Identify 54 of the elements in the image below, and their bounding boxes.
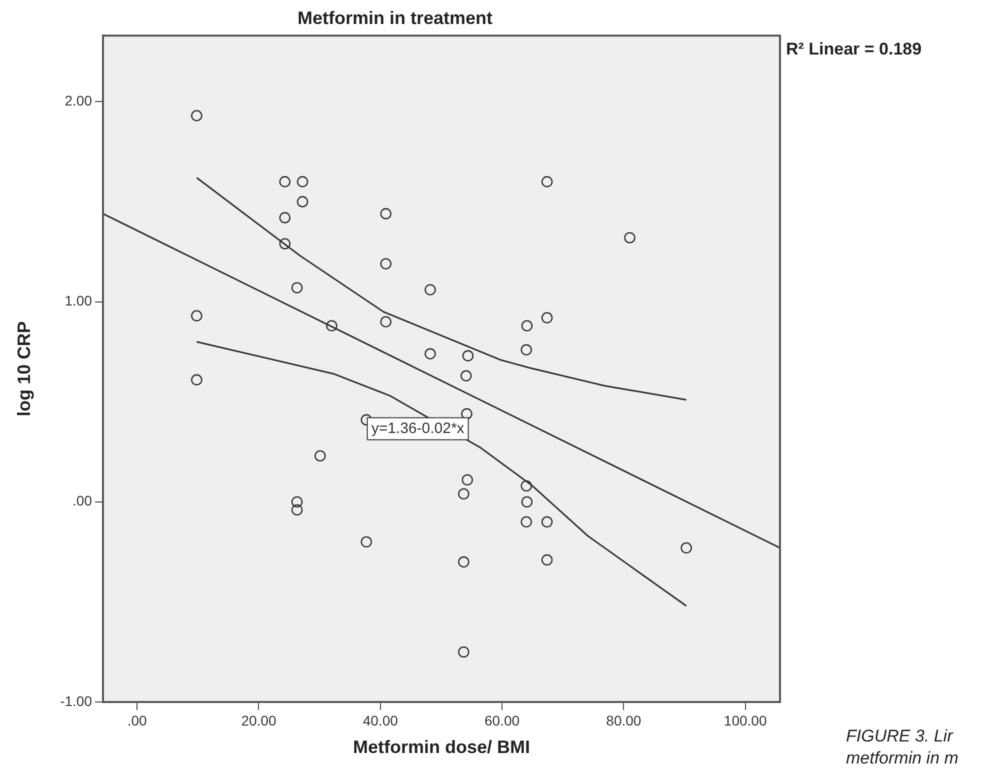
point (458, 646, 470, 658)
point (191, 310, 202, 322)
point (520, 480, 532, 492)
point (291, 282, 303, 294)
point (624, 232, 636, 244)
point (296, 196, 308, 208)
point (680, 542, 692, 554)
point (521, 320, 533, 332)
point (541, 312, 553, 324)
point (541, 554, 553, 566)
x-tick-label: 80.00 (606, 712, 642, 728)
point (279, 212, 291, 224)
y-tick-label: 1.00 (64, 292, 92, 309)
point (458, 488, 470, 500)
y-tick-label: .00 (72, 492, 92, 509)
text: metformin in m (846, 748, 958, 768)
text: R² Linear = 0.189 (786, 39, 922, 58)
point (462, 474, 473, 486)
y-axis-title: log 10 CRP (14, 321, 34, 416)
point (279, 238, 291, 250)
point (191, 110, 202, 122)
x-tick-label: 60.00 (484, 712, 520, 728)
point (521, 496, 533, 508)
chart-title: Metformin in treatment (297, 8, 493, 28)
x-tick-label: 20.00 (241, 712, 276, 728)
point (462, 350, 474, 362)
point (191, 374, 202, 386)
x-tick-label: 100.00 (724, 712, 767, 728)
point (360, 536, 372, 548)
point (461, 408, 472, 420)
point (380, 208, 392, 220)
point (279, 176, 291, 188)
point (424, 348, 436, 360)
point (458, 556, 470, 568)
point (460, 370, 472, 382)
x-tick-label: .00 (127, 712, 148, 728)
caption: FIGURE 3. Lir (846, 726, 954, 746)
point (520, 344, 532, 356)
point (314, 450, 326, 462)
point (380, 258, 392, 270)
point (424, 284, 436, 296)
point (380, 316, 392, 328)
y-tick-label: 2.00 (64, 92, 92, 108)
x-tick-label: 40.00 (362, 712, 398, 728)
annotation: y=1.36-0.02*x (371, 420, 465, 437)
point (291, 504, 303, 516)
point (326, 320, 338, 332)
y-tick-label: -1.00 (60, 692, 92, 709)
point (541, 176, 553, 188)
point (541, 516, 553, 528)
point (520, 516, 532, 528)
point (296, 176, 308, 188)
x-axis-title: Metformin dose/ BMI (352, 737, 530, 758)
point (291, 496, 303, 508)
